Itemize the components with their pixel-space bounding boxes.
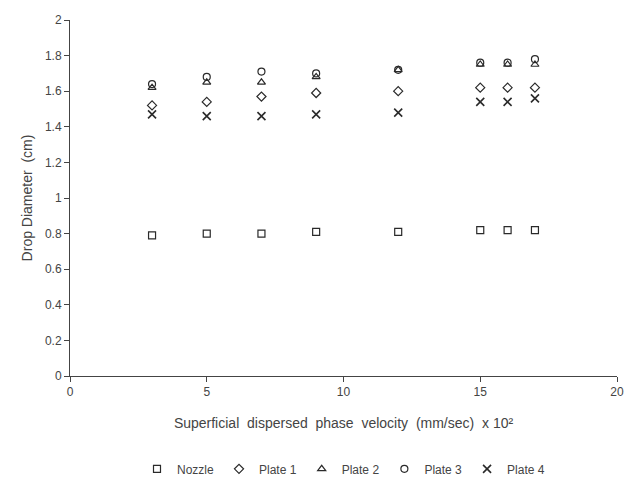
svg-text:20: 20 xyxy=(610,385,624,399)
svg-text:1.4: 1.4 xyxy=(45,120,62,134)
svg-text:Nozzle: Nozzle xyxy=(177,463,214,477)
svg-text:1: 1 xyxy=(55,191,62,205)
svg-text:0.8: 0.8 xyxy=(45,227,62,241)
svg-text:0.2: 0.2 xyxy=(45,334,62,348)
svg-text:2: 2 xyxy=(55,13,62,27)
svg-text:1.8: 1.8 xyxy=(45,49,62,63)
svg-text:0: 0 xyxy=(55,369,62,383)
svg-text:Drop Diameter (cm): Drop Diameter (cm) xyxy=(19,135,35,262)
svg-text:Plate 3: Plate 3 xyxy=(424,463,462,477)
svg-text:Plate 4: Plate 4 xyxy=(507,463,545,477)
svg-text:Plate 2: Plate 2 xyxy=(342,463,380,477)
svg-text:5: 5 xyxy=(203,385,210,399)
svg-text:1.2: 1.2 xyxy=(45,156,62,170)
svg-text:10: 10 xyxy=(337,385,351,399)
svg-text:0: 0 xyxy=(67,385,74,399)
svg-text:Plate 1: Plate 1 xyxy=(259,463,297,477)
svg-text:0.4: 0.4 xyxy=(45,298,62,312)
svg-text:Superficial dispersed phase: Superficial dispersed phase velocity (mm… xyxy=(174,415,514,431)
svg-text:1.6: 1.6 xyxy=(45,84,62,98)
svg-text:15: 15 xyxy=(474,385,488,399)
svg-text:0.6: 0.6 xyxy=(45,262,62,276)
